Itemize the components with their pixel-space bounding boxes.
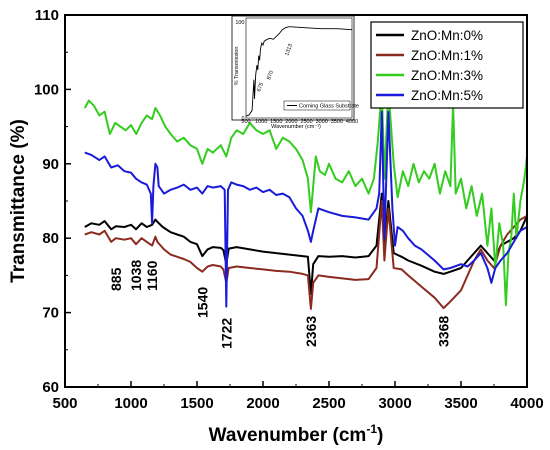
series-line-zno-mn-1 (84, 200, 528, 310)
inset-x-tick-label: 3500 (331, 119, 343, 125)
x-tick-label: 1000 (114, 395, 147, 412)
x-tick-label: 3500 (444, 395, 477, 412)
peak-label-3368: 3368 (436, 316, 452, 347)
x-tick-label: 500 (52, 395, 77, 412)
y-tick-label: 100 (34, 81, 59, 98)
inset-x-tick-label: 4000 (346, 119, 358, 125)
series-line-zno-mn-5 (84, 110, 528, 308)
series-line-zno-mn-3 (83, 88, 528, 307)
peak-label-1038: 1038 (128, 260, 144, 291)
x-axis-title-main: Wavenumber (cm (209, 425, 367, 446)
peak-label-1160: 1160 (144, 260, 160, 291)
inset-x-tick-label: 1500 (270, 119, 282, 125)
inset-series-line (245, 26, 353, 117)
peak-label-1540: 1540 (194, 287, 210, 318)
peak-label-885: 885 (108, 267, 124, 291)
inset-peak-label-870: 870 (266, 70, 275, 81)
inset-x-tick-label: 2000 (285, 119, 297, 125)
inset-x-tick-label: 2500 (300, 119, 312, 125)
inset-y-label: % Transmission (234, 47, 240, 86)
inset-peak-label-675: 675 (256, 82, 265, 93)
legend-label-zno-mn-3: ZnO:Mn:3% (411, 68, 483, 83)
inset-peak-label-1313: 1313 (284, 43, 294, 57)
legend: ZnO:Mn:0% ZnO:Mn:1% ZnO:Mn:3% ZnO:Mn:5% (370, 21, 524, 109)
annotation-layer: 885 1038 1160 1540 1722 2363 3368 (108, 260, 452, 349)
x-tick-label: 2500 (312, 395, 345, 412)
x-tick-label: 3000 (378, 395, 411, 412)
inset-legend-label: Corning Glass Substrate (299, 104, 359, 110)
legend-label-zno-mn-5: ZnO:Mn:5% (411, 88, 483, 103)
y-tick-label: 90 (42, 156, 59, 173)
x-axis-title: Wavenumber (cm-1) (209, 422, 384, 446)
inset-x-tick-label: 500 (241, 119, 250, 125)
inset-plot-frame (245, 17, 353, 119)
legend-box (370, 21, 524, 109)
inset-x-tick-label: 3000 (316, 119, 328, 125)
y-tick-label: 80 (42, 230, 59, 247)
x-axis-title-sup: -1 (366, 422, 377, 436)
x-tick-label: 4000 (510, 395, 543, 412)
peak-label-2363: 2363 (303, 316, 319, 347)
inset-layer: 500 1000 1500 2000 2500 3000 3500 4000 0 100 67587… (235, 17, 358, 125)
x-tick-label: 1500 (180, 395, 213, 412)
inset-chart: 500 1000 1500 2000 2500 3000 3500 4000 0 100 67587… (231, 15, 359, 130)
series-line-zno-mn-0 (84, 192, 528, 295)
legend-label-zno-mn-1: ZnO:Mn:1% (411, 48, 483, 63)
inset-legend-box (283, 100, 351, 111)
x-tick-label: 2000 (246, 395, 279, 412)
inset-y-tick-label: 0 (241, 116, 244, 122)
x-axis-title-end: ) (377, 425, 383, 446)
y-tick-label: 110 (35, 7, 59, 24)
inset-x-tick-label: 1000 (255, 119, 267, 125)
peak-label-1722: 1722 (218, 318, 234, 349)
tick-layer: 500 1000 1500 2000 2500 3000 3500 4000607080901… (34, 7, 544, 412)
y-tick-label: 70 (42, 305, 59, 322)
series-layer (83, 88, 528, 310)
legend-items: ZnO:Mn:0% ZnO:Mn:1% ZnO:Mn:3% ZnO:Mn:5% (376, 28, 483, 103)
y-axis-title: Transmittance (%) (8, 119, 29, 283)
y-tick-label: 60 (42, 379, 59, 396)
legend-label-zno-mn-0: ZnO:Mn:0% (411, 28, 483, 43)
inset-y-tick-label: 100 (235, 20, 244, 26)
inset-x-label: Wavenumber (cm⁻¹) (271, 124, 321, 130)
